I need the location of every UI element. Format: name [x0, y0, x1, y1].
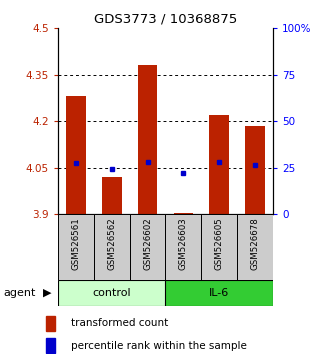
- Text: IL-6: IL-6: [209, 288, 229, 298]
- Bar: [201, 214, 237, 280]
- Text: GSM526605: GSM526605: [215, 217, 224, 270]
- Text: percentile rank within the sample: percentile rank within the sample: [71, 341, 247, 350]
- Bar: [94, 214, 130, 280]
- Text: control: control: [92, 288, 131, 298]
- Bar: [138, 65, 158, 214]
- Text: GSM526678: GSM526678: [251, 217, 260, 270]
- Bar: [66, 96, 86, 214]
- Bar: [46, 316, 55, 331]
- Text: ▶: ▶: [43, 288, 52, 298]
- Bar: [237, 214, 273, 280]
- Bar: [210, 115, 229, 214]
- Text: transformed count: transformed count: [71, 319, 168, 329]
- Bar: [102, 177, 121, 214]
- Text: GSM526562: GSM526562: [107, 217, 116, 270]
- Bar: [245, 126, 265, 214]
- Text: GSM526561: GSM526561: [71, 217, 80, 270]
- Bar: [46, 338, 55, 353]
- Bar: [58, 214, 94, 280]
- Bar: [130, 214, 166, 280]
- Bar: [173, 213, 193, 214]
- Bar: [166, 214, 201, 280]
- Bar: [58, 280, 166, 306]
- Text: GSM526602: GSM526602: [143, 217, 152, 270]
- Text: GDS3773 / 10368875: GDS3773 / 10368875: [94, 12, 237, 25]
- Text: agent: agent: [3, 288, 36, 298]
- Text: GSM526603: GSM526603: [179, 217, 188, 270]
- Bar: [166, 280, 273, 306]
